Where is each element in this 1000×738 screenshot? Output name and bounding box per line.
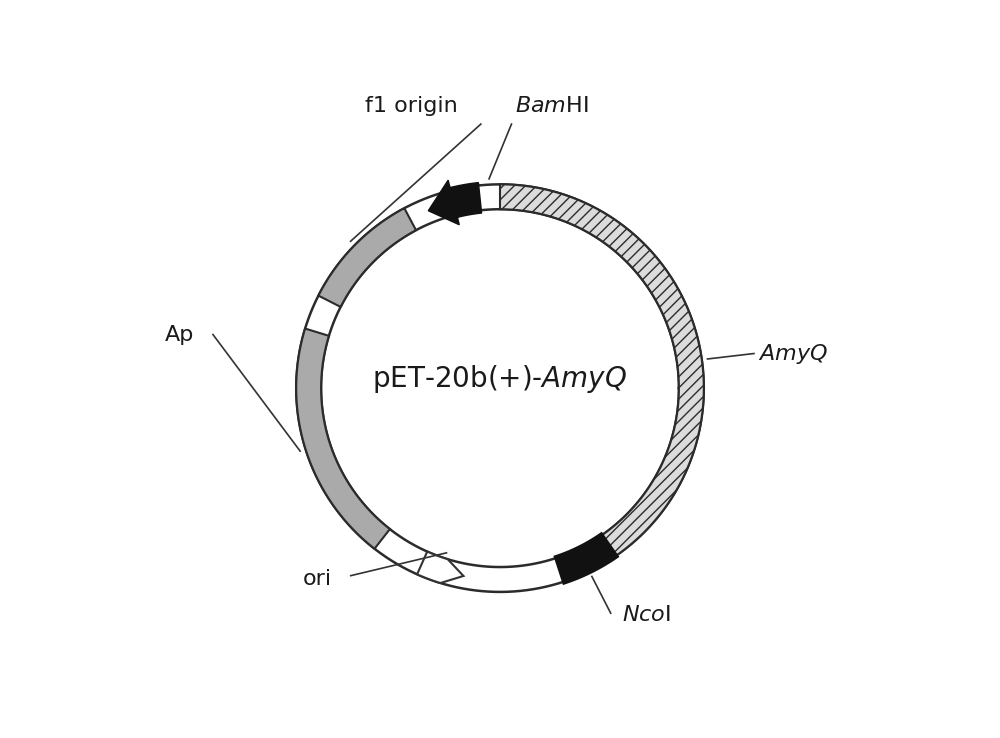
Text: $\mathit{AmyQ}$: $\mathit{AmyQ}$ — [758, 342, 828, 365]
Polygon shape — [318, 208, 416, 307]
Text: $\mathit{Bam}$HI: $\mathit{Bam}$HI — [515, 97, 589, 117]
Polygon shape — [296, 328, 390, 549]
Polygon shape — [417, 551, 463, 583]
Polygon shape — [500, 184, 704, 568]
Polygon shape — [428, 180, 482, 225]
Text: ori: ori — [302, 570, 332, 590]
Text: f1 origin: f1 origin — [365, 97, 458, 117]
Text: pET-20b(+)-$\mathit{AmyQ}$: pET-20b(+)-$\mathit{AmyQ}$ — [372, 362, 628, 395]
Text: $\mathit{Nco}$I: $\mathit{Nco}$I — [622, 605, 671, 625]
Polygon shape — [555, 533, 618, 584]
Text: Ap: Ap — [164, 325, 194, 345]
